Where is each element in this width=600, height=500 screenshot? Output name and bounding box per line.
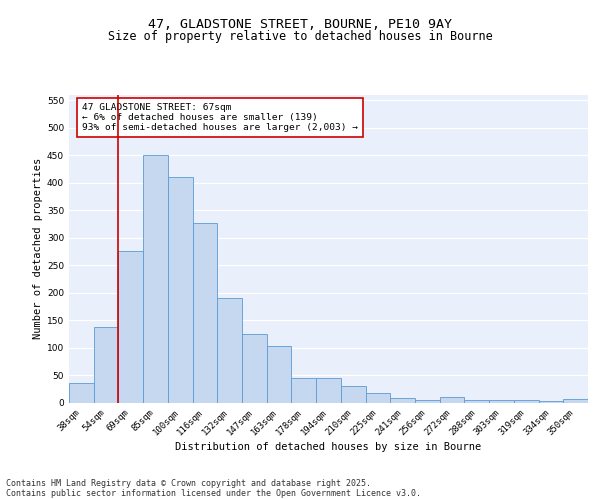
Bar [514, 400, 539, 402]
Bar [316, 378, 341, 402]
Text: Contains HM Land Registry data © Crown copyright and database right 2025.: Contains HM Land Registry data © Crown c… [6, 478, 371, 488]
Bar [168, 178, 193, 402]
Bar [292, 378, 316, 402]
Bar [563, 399, 588, 402]
Text: Size of property relative to detached houses in Bourne: Size of property relative to detached ho… [107, 30, 493, 43]
X-axis label: Distribution of detached houses by size in Bourne: Distribution of detached houses by size … [175, 442, 482, 452]
Bar [440, 397, 464, 402]
Bar [94, 328, 118, 402]
Bar [341, 386, 365, 402]
Bar [390, 398, 415, 402]
Bar [489, 400, 514, 402]
Y-axis label: Number of detached properties: Number of detached properties [33, 158, 43, 340]
Bar [267, 346, 292, 403]
Bar [365, 392, 390, 402]
Bar [415, 400, 440, 402]
Text: 47 GLADSTONE STREET: 67sqm
← 6% of detached houses are smaller (139)
93% of semi: 47 GLADSTONE STREET: 67sqm ← 6% of detac… [82, 102, 358, 132]
Bar [464, 400, 489, 402]
Text: Contains public sector information licensed under the Open Government Licence v3: Contains public sector information licen… [6, 488, 421, 498]
Bar [217, 298, 242, 403]
Bar [193, 223, 217, 402]
Bar [118, 252, 143, 402]
Bar [69, 384, 94, 402]
Text: 47, GLADSTONE STREET, BOURNE, PE10 9AY: 47, GLADSTONE STREET, BOURNE, PE10 9AY [148, 18, 452, 30]
Bar [143, 156, 168, 402]
Bar [242, 334, 267, 402]
Bar [539, 401, 563, 402]
